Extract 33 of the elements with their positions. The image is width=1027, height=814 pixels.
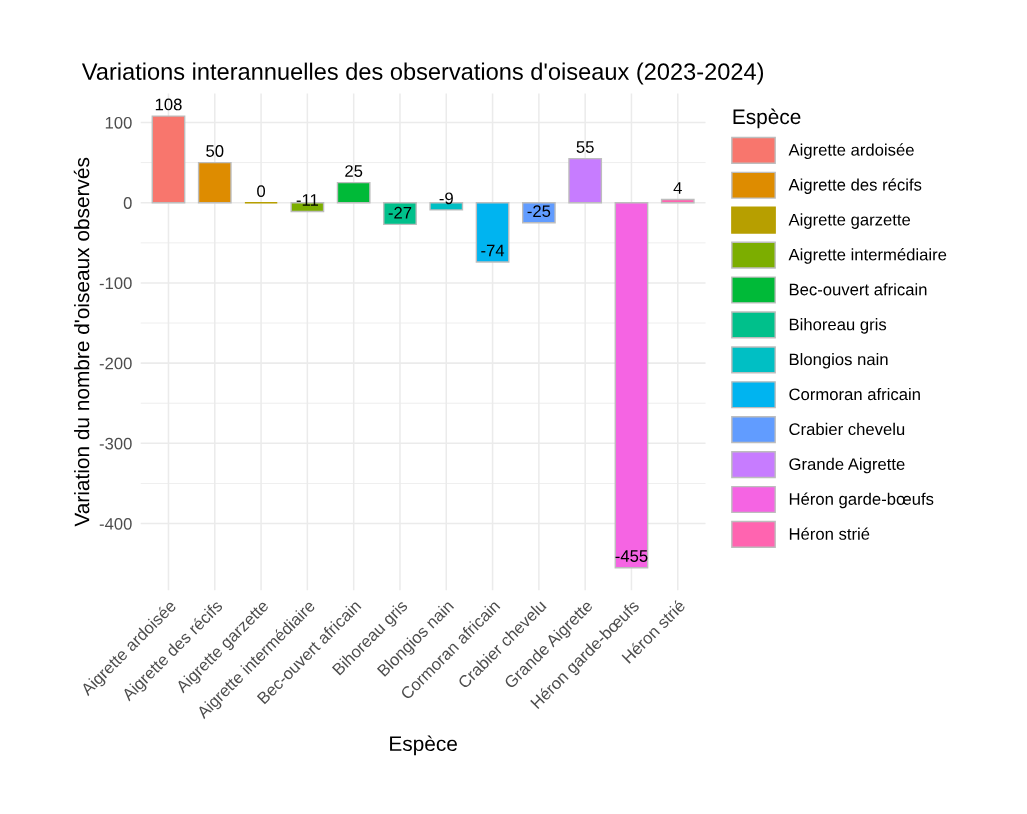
legend-label: Cormoran africain — [789, 387, 920, 401]
legend-title: Espèce — [733, 108, 801, 129]
data-label: -25 — [527, 205, 551, 218]
y-tick-label: -100 — [99, 277, 132, 290]
data-label: -455 — [615, 550, 648, 562]
data-label: 0 — [257, 185, 266, 197]
legend-label: Aigrette ardoisée — [788, 143, 914, 160]
legend-label: Crabier chevelu — [789, 422, 905, 436]
legend-label: Héron garde-bœufs — [789, 492, 934, 509]
y-tick-label: 100 — [105, 116, 132, 129]
legend-label: Grande Aigrette — [789, 457, 905, 474]
data-label: 108 — [155, 98, 182, 111]
y-tick-label: -300 — [99, 437, 132, 450]
data-label: 4 — [673, 182, 682, 194]
chart-title: Variations interannuelles des observations d'oiseaux (2023-2024) — [81, 62, 764, 85]
legend-label: Aigrette des récifs — [788, 178, 922, 194]
legend-label: Aigrette garzette — [788, 213, 911, 229]
y-tick-label: -400 — [99, 517, 132, 530]
legend-label: Héron strié — [789, 527, 870, 540]
legend-label: Bec-ouvert africain — [789, 283, 927, 296]
data-label: 55 — [576, 141, 594, 153]
legend-label: Blongios nain — [789, 353, 888, 369]
y-tick-label: -200 — [99, 357, 132, 370]
data-label: 25 — [345, 165, 363, 177]
data-label: 50 — [206, 145, 224, 157]
legend-label: Aigrette intermédiaire — [788, 248, 947, 264]
data-label: -27 — [388, 206, 412, 219]
data-label: -9 — [439, 192, 453, 205]
y-axis-title: Variation du nombre d'oiseaux observés — [73, 157, 90, 527]
legend-label: Bihoreau gris — [789, 318, 887, 334]
data-label: -74 — [481, 244, 505, 257]
x-axis-title: Espèce — [390, 735, 457, 756]
y-tick-label: 0 — [123, 197, 132, 209]
